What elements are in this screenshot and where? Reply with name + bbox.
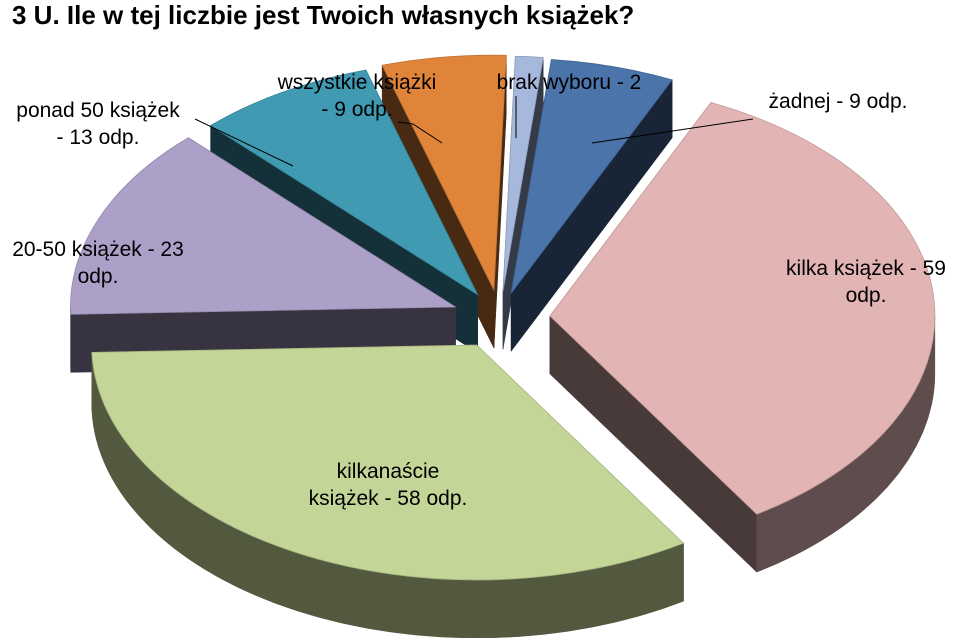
chart-title: 3 U. Ile w tej liczbie jest Twoich własn… <box>12 0 635 30</box>
slice-1 <box>549 102 936 515</box>
slice-2 <box>91 344 685 581</box>
slice-label-line: wszystkie książki <box>277 71 437 94</box>
slice-label-line: odp. <box>846 284 887 307</box>
slice-4 <box>209 69 479 296</box>
slice-label-line: odp. <box>78 265 119 288</box>
slice-label-line: brak wyboru - 2 <box>497 71 642 94</box>
slice-label-line: 20-50 książek - 23 <box>12 238 184 261</box>
slice-label-line: - 9 odp. <box>321 98 392 121</box>
slice-label-line: kilkanaście <box>337 460 440 483</box>
slice-0 <box>510 59 673 294</box>
slice-label-line: ponad 50 książek <box>16 99 180 122</box>
slice-label-3: 20-50 książek - 23 odp. <box>12 238 184 288</box>
slice-label-0: żadnej - 9 odp. <box>769 90 908 113</box>
slice-label-4: ponad 50 książek - 13 odp. <box>16 99 180 149</box>
leader-line-5 <box>397 121 443 144</box>
slice-label-5: wszystkie książki - 9 odp. <box>277 71 437 121</box>
slice-label-6: brak wyboru - 2 <box>497 71 642 94</box>
slice-label-2: kilkanaście książek - 58 odp. <box>309 460 468 510</box>
slice-label-line: - 13 odp. <box>57 126 140 149</box>
slice-label-1: kilka książek - 59 odp. <box>786 257 946 307</box>
slice-6 <box>502 55 544 292</box>
slice-label-line: książek - 58 odp. <box>309 487 468 510</box>
slice-3 <box>70 137 457 315</box>
slice-5 <box>381 54 507 292</box>
slice-label-line: kilka książek - 59 <box>786 257 946 280</box>
slice-label-line: żadnej - 9 odp. <box>769 90 908 113</box>
leader-line-0 <box>591 118 754 144</box>
leader-line-4 <box>194 118 294 167</box>
